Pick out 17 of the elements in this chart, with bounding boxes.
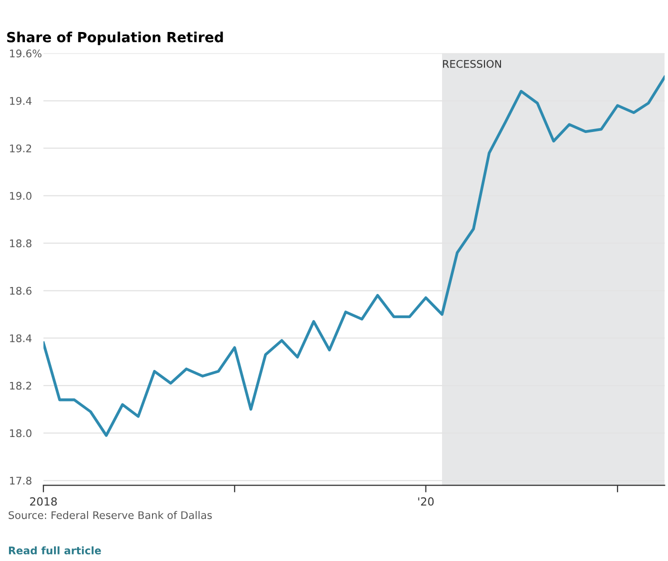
y-tick-label: 19.0 [10,192,32,200]
y-tick-label: 18.6 [10,286,32,295]
chart-title: Share of Population Retired [7,32,223,46]
y-tick-label: 18.4 [10,334,32,342]
x-tick-label: 2018 [30,497,57,506]
source-note: Source: Federal Reserve Bank of Dallas [8,511,212,520]
y-tick-label: 18.0 [10,429,32,438]
text: Read full article [8,546,101,554]
line-series [43,76,665,437]
y-tick-label: 17.8 [10,476,32,485]
y-tick-label: 19.2 [10,144,32,152]
y-tick-label: 18.2 [10,382,32,390]
band-label: RECESSION [443,60,501,68]
x-tick-label: '20 [418,497,434,506]
y-tick-label: 19.4 [10,96,32,105]
y-tick-label: 18.8 [10,239,32,248]
y-tick-label: 19.6% [10,50,42,58]
